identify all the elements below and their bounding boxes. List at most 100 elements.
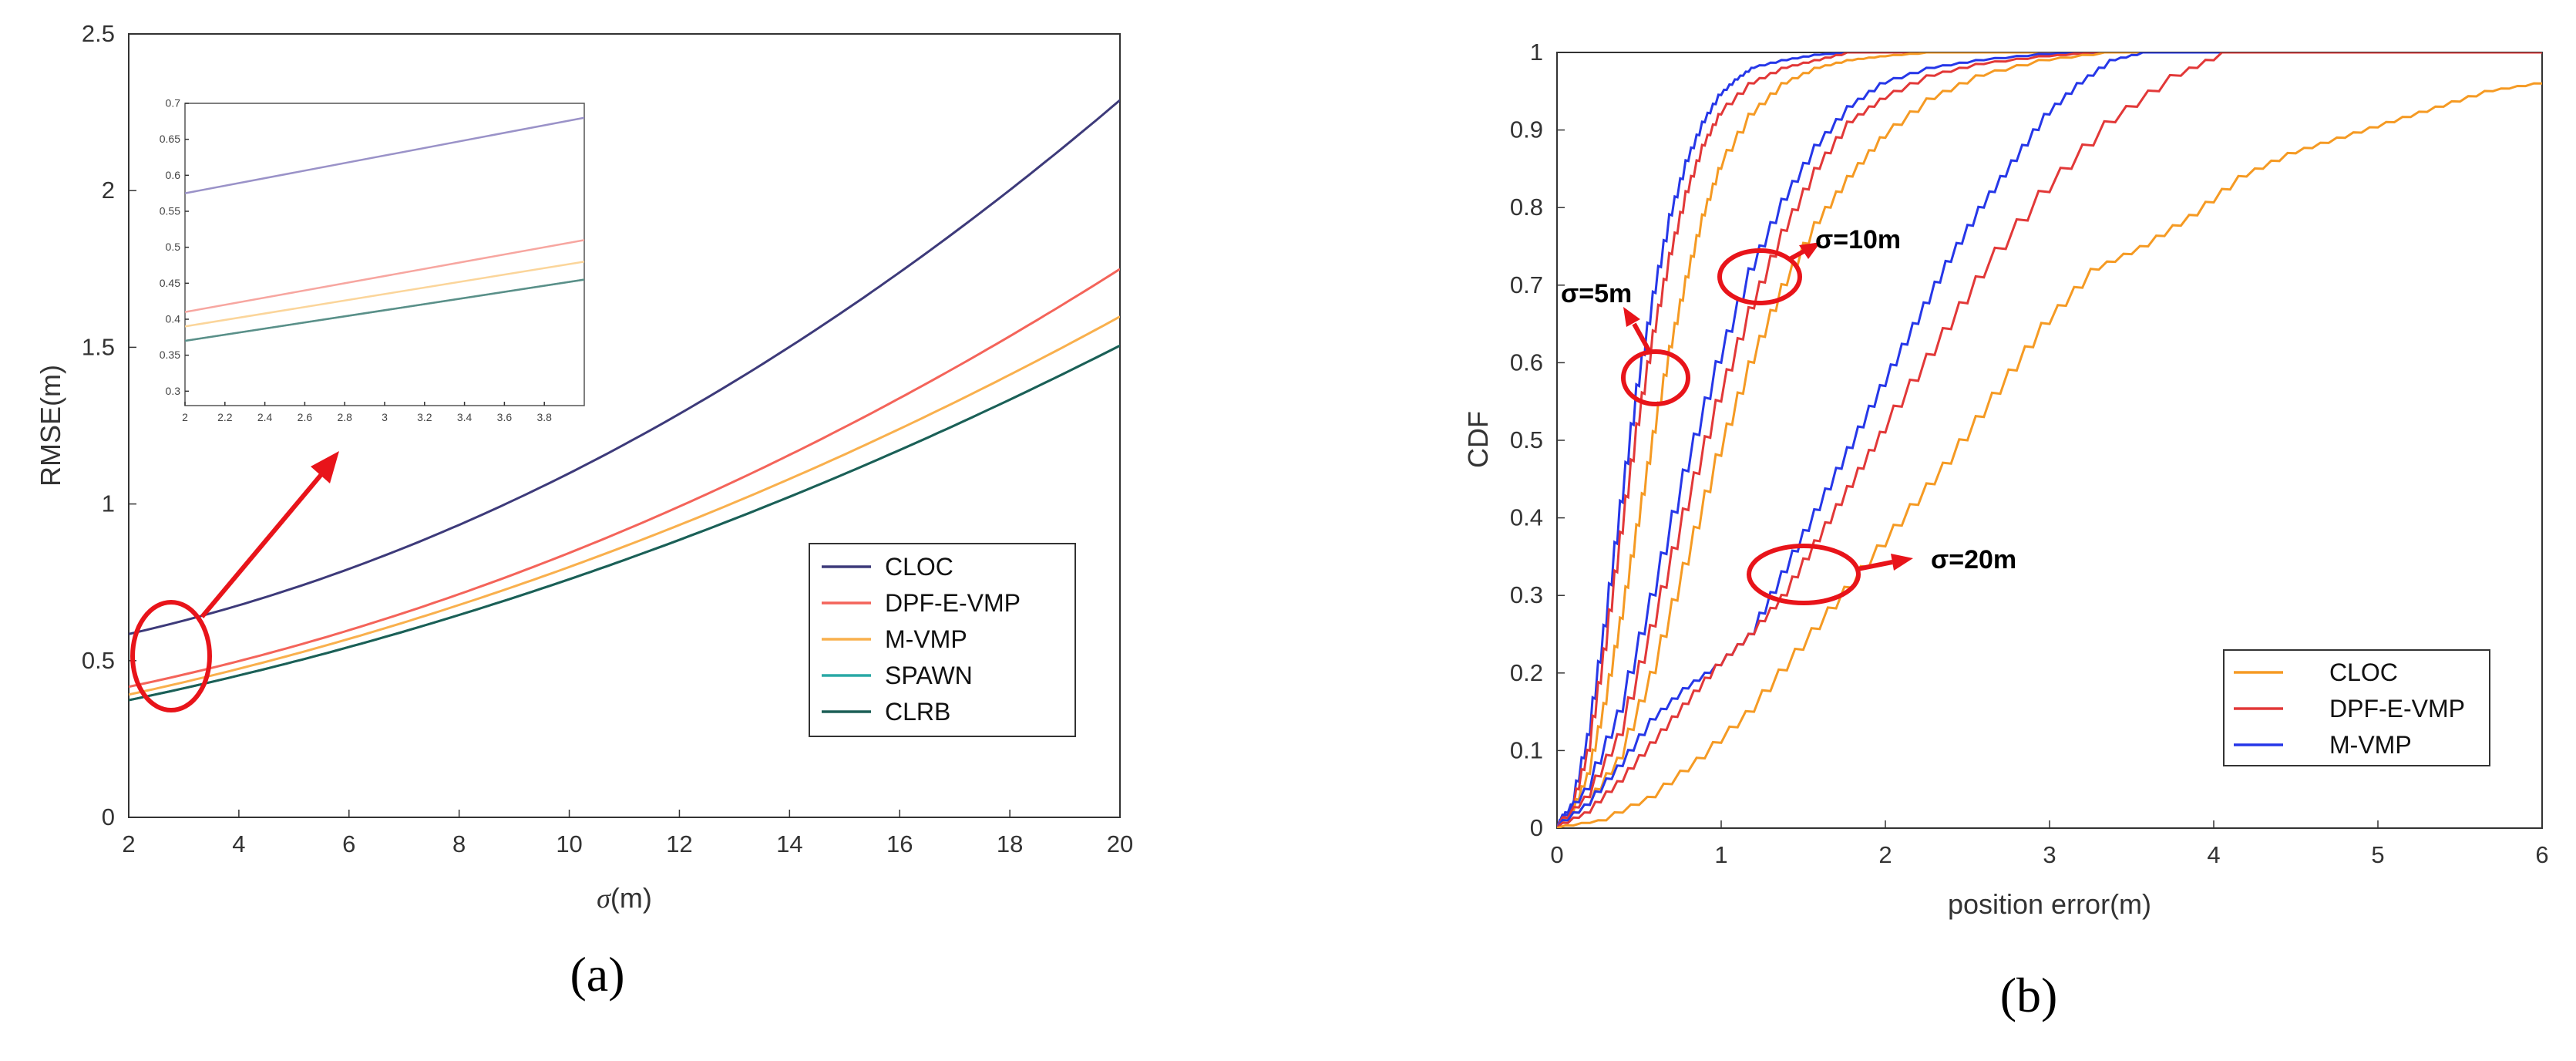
panel-b-x-tick-label: 3: [2043, 841, 2056, 868]
panel-a-x-tick-label: 2: [122, 830, 135, 857]
inset-x-tick-label: 3.2: [417, 411, 432, 423]
cdf-line-dpf-e-vmp-20m: [1557, 52, 2542, 828]
panel-a-x-tick-label: 20: [1107, 830, 1133, 857]
inset-y-tick-label: 0.6: [166, 169, 181, 181]
inset-line-dpf-e-vmp: [185, 239, 584, 313]
panel-a-x-tick-label: 16: [886, 830, 913, 857]
sigma-5m-arrowhead: [1623, 307, 1640, 327]
inset-line-cloc: [185, 116, 584, 194]
legend-label-spawn: SPAWN: [885, 662, 973, 689]
panel-b-x-tick-label: 4: [2207, 841, 2220, 868]
panel-b-y-tick-label: 0.2: [1510, 659, 1543, 686]
series-line-clrb: [129, 344, 1120, 702]
sigma-20m-label: σ=20m: [1931, 545, 2016, 574]
panel-a-x-tick-label: 8: [452, 830, 466, 857]
sigma-10m-arrow-shaft: [1788, 249, 1805, 261]
sigma-20m-arrowhead: [1891, 554, 1913, 571]
inset-y-tick-label: 0.7: [166, 97, 181, 109]
inset-y-tick-label: 0.4: [166, 313, 181, 325]
inset-y-tick-label: 0.5: [166, 241, 181, 253]
cdf-line-cloc-20m: [1557, 82, 2542, 828]
legend-b-label-dpf-e-vmp: DPF-E-VMP: [2329, 695, 2465, 722]
legend-label-dpf-e-vmp: DPF-E-VMP: [885, 589, 1021, 617]
cdf-line-cloc-5m: [1557, 52, 2542, 828]
panel-b-y-tick-label: 0.8: [1510, 194, 1543, 221]
panel-a-x-axis-symbol: σ: [597, 883, 611, 914]
inset-y-tick-label: 0.3: [166, 385, 181, 397]
panel-b-y-tick-label: 0.1: [1510, 736, 1543, 763]
panel-a-y-tick-label: 1: [102, 490, 115, 517]
inset-x-tick-label: 3.6: [497, 411, 513, 423]
series-line-dpf-e-vmp: [129, 268, 1120, 689]
sigma-20m-arrow-shaft: [1857, 560, 1893, 571]
panel-a-y-tick-label: 2: [102, 177, 115, 204]
panel-a-y-axis-label: RMSE(m): [35, 365, 66, 487]
sigma-5m-ellipse: [1621, 349, 1690, 406]
inset-x-tick-label: 2.6: [298, 411, 313, 423]
series-line-cloc: [129, 99, 1120, 635]
inset-y-tick-label: 0.65: [160, 133, 180, 145]
cdf-line-dpf-e-vmp-10m: [1557, 52, 2542, 828]
sigma-10m-arrowhead: [1799, 242, 1821, 259]
legend-label-m-vmp: M-VMP: [885, 625, 967, 653]
sigma-20m-ellipse: [1747, 544, 1861, 605]
cdf-line-dpf-e-vmp-5m: [1557, 52, 2542, 828]
panel-a-label: (a): [570, 947, 624, 1002]
panel-b-y-tick-label: 0: [1530, 814, 1543, 841]
legend-label-clrb: CLRB: [885, 698, 950, 726]
panel-b-x-axis-label: position error(m): [1948, 888, 2151, 920]
panel-b-y-axis-label: CDF: [1462, 411, 1494, 468]
inset-y-tick-label: 0.45: [160, 277, 180, 289]
panel-b-x-tick-label: 2: [1878, 841, 1892, 868]
inset-x-tick-label: 3: [382, 411, 388, 423]
zoom-highlight-ellipse: [130, 600, 212, 712]
sigma-10m-ellipse: [1717, 248, 1802, 305]
sigma-10m-label: σ=10m: [1815, 225, 1901, 254]
cdf-line-cloc-10m: [1557, 52, 2542, 828]
panel-b-label: (b): [2000, 968, 2058, 1022]
panel-a-y-tick-label: 1.5: [82, 333, 115, 360]
panel-b-x-tick-label: 0: [1550, 841, 1563, 868]
inset-x-tick-label: 3.8: [536, 411, 552, 423]
panel-a-x-tick-label: 18: [997, 830, 1023, 857]
panel-a-x-tick-label: 12: [666, 830, 692, 857]
panel-a-y-tick-label: 2.5: [82, 20, 115, 47]
panel-b-chart: 0 1 2 3 4 5 6 0 0.1 0.2 0.3 0.4 0.5 0.6 0.7 0.8 0.9 1 σ=5…: [1462, 39, 2549, 1022]
panel-b-x-tick-label: 1: [1714, 841, 1727, 868]
panel-b-x-tick-label: 6: [2535, 841, 2548, 868]
inset-x-tick-label: 2.2: [217, 411, 233, 423]
panel-a-x-tick-label: 10: [556, 830, 582, 857]
panel-a-inset: 2 2.2 2.4 2.6 2.8 3 3.2 3.4 3.6 3.8 0.3 0.35 0.4 0.45…: [160, 97, 585, 423]
inset-plot-area: [184, 103, 585, 406]
panel-b-y-tick-label: 0.3: [1510, 581, 1543, 608]
inset-x-tick-label: 2: [182, 411, 188, 423]
legend-b-label-m-vmp: M-VMP: [2329, 731, 2412, 759]
series-line-m-vmp: [129, 315, 1120, 696]
panel-b-y-tick-label: 0.4: [1510, 504, 1543, 531]
panel-a-x-axis-unit: (m): [610, 882, 652, 914]
panel-b-y-tick-label: 0.7: [1510, 271, 1543, 298]
panel-b-y-tick-label: 0.5: [1510, 426, 1543, 453]
cdf-line-m-vmp-20m: [1557, 52, 2542, 828]
panel-a-y-tick-label: 0.5: [82, 647, 115, 674]
sigma-5m-label: σ=5m: [1561, 279, 1632, 308]
panel-a-x-axis-label: σ(m): [597, 882, 652, 914]
panel-a-y-tick-label: 0: [102, 803, 115, 830]
inset-y-tick-label: 0.55: [160, 205, 180, 217]
inset-x-tick-label: 3.4: [457, 411, 472, 423]
inset-line-m-vmp: [185, 261, 584, 328]
panel-b-y-tick-label: 0.6: [1510, 349, 1543, 376]
inset-x-tick-label: 2.4: [257, 411, 273, 423]
panel-b-legend: CLOC DPF-E-VMP M-VMP: [2223, 649, 2490, 766]
legend-label-cloc: CLOC: [885, 553, 953, 581]
inset-y-tick-label: 0.35: [160, 349, 180, 361]
panel-b-y-tick-label: 1: [1530, 39, 1543, 66]
panel-b-x-tick-label: 5: [2371, 841, 2384, 868]
panel-a-x-tick-label: 6: [342, 830, 355, 857]
sigma-5m-arrow-shaft: [1632, 322, 1652, 353]
panel-a-legend: CLOC DPF-E-VMP M-VMP SPAWN CLRB: [809, 543, 1076, 737]
panel-a-x-tick-label: 14: [776, 830, 802, 857]
inset-line-clrb: [185, 278, 584, 342]
